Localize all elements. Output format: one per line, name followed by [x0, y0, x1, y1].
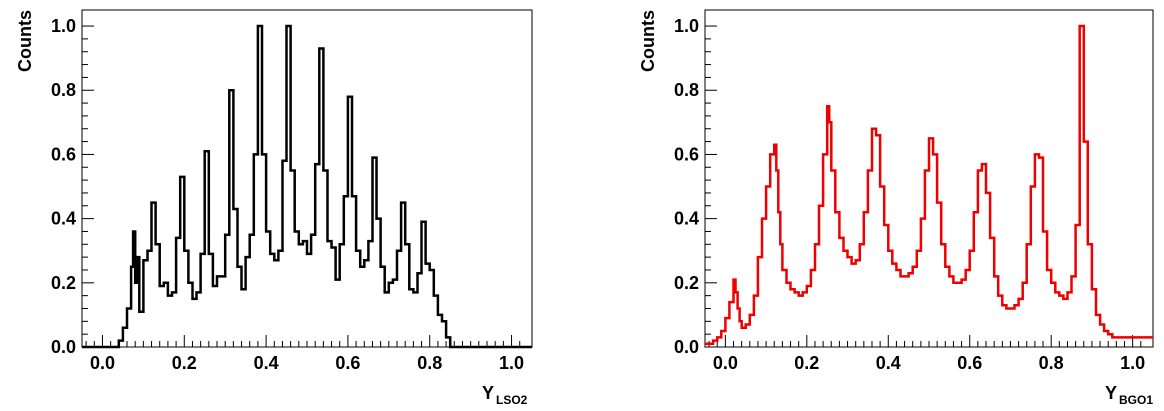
y-tick-label: 0.6 [51, 144, 76, 164]
x-tick-label: 0.2 [172, 353, 197, 373]
y-tick-label: 0.6 [674, 144, 699, 164]
x-tick-label: 0.4 [876, 353, 901, 373]
x-tick-label: 0.6 [335, 353, 360, 373]
x-tick-label: 0.6 [957, 353, 982, 373]
y-tick-label: 0.2 [51, 273, 76, 293]
y-axis-title: Counts [15, 10, 35, 72]
x-tick-label: 0.0 [90, 353, 115, 373]
y-tick-label: 0.8 [674, 80, 699, 100]
x-tick-label: 0.8 [1039, 353, 1064, 373]
x-axis-title-subscript: BGO1 [1119, 393, 1153, 407]
x-tick-label: 1.0 [499, 353, 524, 373]
x-tick-label: 0.2 [794, 353, 819, 373]
y-axis-title: Counts [638, 10, 658, 72]
x-axis-title: Y [482, 383, 494, 403]
histogram-step-line [705, 24, 1153, 346]
x-axis-title: Y [1105, 383, 1117, 403]
y-tick-label: 0.0 [51, 337, 76, 357]
right-histogram-panel: 0.0 0.2 0.4 0.6 0.8 1.0 0.0 0.2 0.4 0.6 0.8 1.0 Coun… [638, 9, 1154, 407]
y-tick-label: 1.0 [674, 16, 699, 36]
left-histogram-panel: 0.0 0.2 0.4 0.6 0.8 1.0 0.0 0.2 0.4 0.6 0.8 1.0 Coun… [15, 9, 533, 407]
y-tick-label: 0.4 [51, 209, 76, 229]
x-tick-label: 0.8 [417, 353, 442, 373]
y-tick-label: 0.2 [674, 273, 699, 293]
x-tick-label: 1.0 [1120, 353, 1145, 373]
y-tick-label: 1.0 [51, 16, 76, 36]
y-tick-label: 0.8 [51, 80, 76, 100]
y-tick-label: 0.0 [674, 337, 699, 357]
x-tick-label: 0.0 [713, 353, 738, 373]
plot-frame [81, 9, 533, 348]
plot-frame [704, 9, 1154, 348]
x-axis-title-subscript: LSO2 [496, 393, 528, 407]
y-tick-label: 0.4 [674, 209, 699, 229]
histogram-step-line [82, 24, 532, 349]
x-tick-label: 0.4 [254, 353, 279, 373]
